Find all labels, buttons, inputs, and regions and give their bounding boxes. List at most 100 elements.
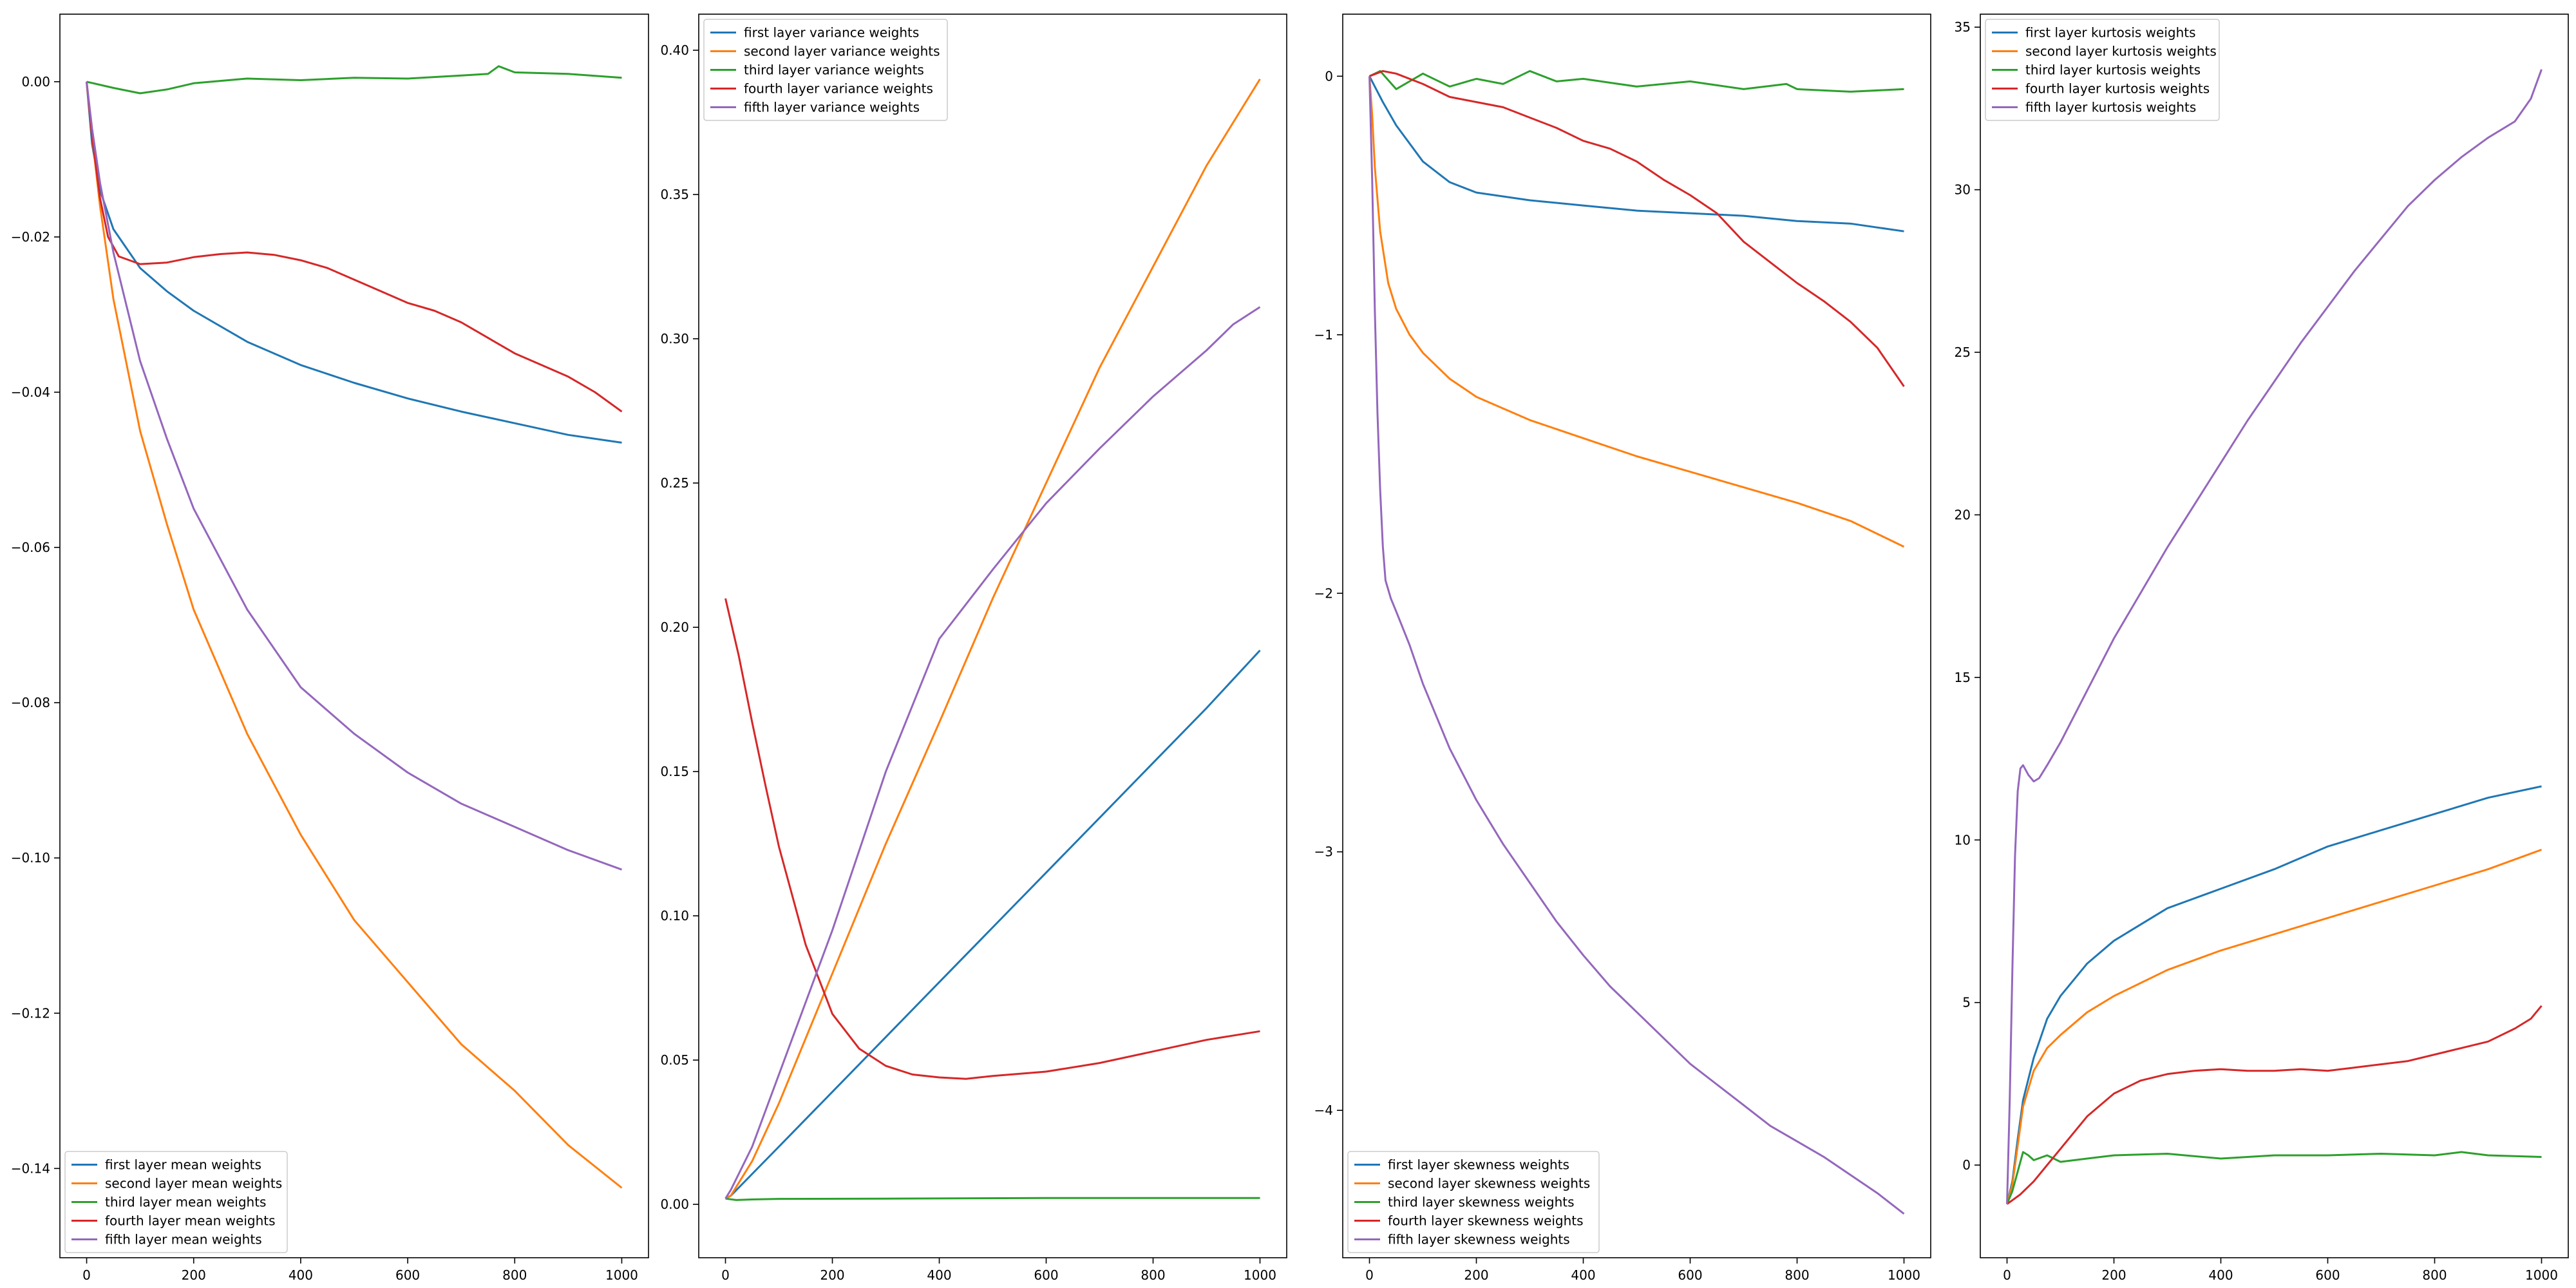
series-line-fourth-layer	[724, 598, 1260, 1080]
legend-label: third layer mean weights	[105, 1195, 266, 1210]
legend-label: fifth layer mean weights	[105, 1232, 262, 1247]
legend-label: fifth layer kurtosis weights	[2025, 100, 2196, 115]
x-tick-label: 400	[927, 1267, 951, 1283]
legend-label: fifth layer skewness weights	[1388, 1232, 1570, 1247]
series-line-second-layer	[724, 79, 1261, 1200]
x-tick-label: 200	[820, 1267, 844, 1283]
axes-frame	[1342, 14, 1931, 1258]
y-tick-label: −4	[1314, 1103, 1333, 1118]
legend-box	[1985, 19, 2220, 121]
x-tick-label: 600	[395, 1267, 420, 1283]
legend-box	[1347, 1151, 1600, 1253]
legend: first layer variance weights second layer…	[703, 19, 948, 121]
series-line-fourth-layer	[2006, 1005, 2543, 1205]
legend-box	[703, 19, 948, 121]
x-tick-label: 1000	[1888, 1267, 1920, 1283]
legend-label: first layer kurtosis weights	[2025, 25, 2196, 41]
series-line-second-layer	[2006, 848, 2543, 1205]
x-tick-label: 400	[289, 1267, 313, 1283]
legend-label: third layer skewness weights	[1388, 1195, 1575, 1210]
legend-label: fourth layer mean weights	[105, 1213, 276, 1229]
series-line-fifth-layer	[724, 306, 1261, 1199]
x-tick-label: 0	[721, 1267, 730, 1283]
x-tick-label: 600	[2315, 1267, 2340, 1283]
series-line-first-layer	[2006, 785, 2542, 1205]
x-tick-label: 800	[1141, 1267, 1165, 1283]
legend-label: fourth layer variance weights	[744, 81, 933, 97]
x-tick-label: 1000	[2525, 1267, 2558, 1283]
legend-label: second layer skewness weights	[1388, 1176, 1590, 1191]
x-tick-label: 600	[1034, 1267, 1058, 1283]
series-line-third-layer	[86, 65, 622, 95]
legend-label: fourth layer skewness weights	[1388, 1213, 1584, 1229]
y-tick-label: 0.40	[660, 43, 689, 58]
series-line-first-layer	[1368, 75, 1904, 232]
y-tick-label: −1	[1314, 327, 1333, 343]
chart-panel-3: 0 200 400 600 800 1000 0 −1 −2 −3 −4 first layer sk…	[1314, 14, 1931, 1283]
y-tick-label: 0.05	[660, 1052, 689, 1068]
legend: first layer skewness weights second layer…	[1347, 1151, 1600, 1253]
legend-label: first layer skewness weights	[1388, 1157, 1569, 1173]
y-tick-label: 20	[1955, 507, 1971, 522]
legend-label: second layer mean weights	[105, 1176, 282, 1191]
y-tick-label: 0	[1962, 1157, 1971, 1173]
x-tick-label: 800	[2422, 1267, 2447, 1283]
y-tick-label: 0.35	[660, 187, 689, 202]
chart-panel-1: 0 200 400 600 800 1000 0.00 −0.02 −0.04 −0.06 −0.0…	[11, 14, 649, 1283]
axes-frame	[698, 14, 1287, 1258]
legend-label: third layer kurtosis weights	[2025, 62, 2201, 78]
x-tick-label: 400	[2208, 1267, 2233, 1283]
y-tick-label: −0.12	[11, 1005, 50, 1021]
x-tick-label: 1000	[1244, 1267, 1276, 1283]
y-tick-label: −2	[1314, 585, 1333, 601]
y-tick-label: 15	[1955, 670, 1971, 685]
y-tick-label: 10	[1955, 832, 1971, 848]
x-tick-label: 800	[1785, 1267, 1809, 1283]
chart-panel-4: 0 200 400 600 800 1000 0 5 10 15 20 25 30 35 first lay…	[1955, 14, 2569, 1283]
y-tick-label: 0.00	[21, 74, 50, 90]
y-tick-label: 0	[1325, 68, 1333, 84]
axes-frame	[59, 14, 649, 1258]
series-line-fourth-layer	[1368, 70, 1905, 387]
y-tick-label: 0.00	[660, 1197, 689, 1212]
x-tick-label: 600	[1678, 1267, 1702, 1283]
x-tick-label: 200	[1464, 1267, 1488, 1283]
y-tick-label: 0.10	[660, 908, 689, 923]
y-tick-label: 25	[1955, 345, 1971, 360]
y-tick-label: 0.30	[660, 331, 689, 346]
legend-label: second layer kurtosis weights	[2025, 44, 2217, 59]
legend-label: fourth layer kurtosis weights	[2025, 81, 2210, 97]
x-tick-label: 0	[2003, 1267, 2011, 1283]
y-tick-label: −0.04	[11, 384, 50, 400]
x-tick-label: 1000	[605, 1267, 638, 1283]
legend-label: first layer mean weights	[105, 1157, 261, 1173]
series-line-fifth-layer	[86, 81, 623, 871]
series-line-fourth-layer	[86, 81, 623, 413]
y-tick-label: −3	[1314, 844, 1333, 860]
y-tick-label: −0.02	[11, 229, 50, 245]
legend-label: third layer variance weights	[744, 62, 924, 78]
y-tick-label: −0.14	[11, 1160, 50, 1176]
x-tick-label: 400	[1571, 1267, 1595, 1283]
x-tick-label: 0	[82, 1267, 91, 1283]
y-tick-label: −0.10	[11, 850, 50, 866]
x-tick-label: 200	[2101, 1267, 2126, 1283]
legend: first layer kurtosis weights second layer…	[1985, 19, 2220, 121]
legend-label: fifth layer variance weights	[744, 100, 920, 115]
series-line-fifth-layer	[2006, 69, 2543, 1204]
series-line-second-layer	[1368, 76, 1905, 548]
y-tick-label: −0.08	[11, 695, 50, 710]
legend-box	[64, 1151, 288, 1253]
legend: first layer mean weights second layer mea…	[64, 1151, 288, 1253]
y-tick-label: 0.25	[660, 475, 689, 491]
series-line-third-layer	[2006, 1151, 2542, 1205]
x-tick-label: 800	[502, 1267, 527, 1283]
legend-label: second layer variance weights	[744, 44, 940, 59]
y-tick-label: 35	[1955, 19, 1971, 35]
legend-label: first layer variance weights	[744, 25, 919, 41]
y-tick-label: 5	[1962, 995, 1971, 1010]
series-line-second-layer	[86, 81, 623, 1189]
y-tick-label: 0.20	[660, 620, 689, 635]
series-line-first-layer	[724, 649, 1261, 1200]
